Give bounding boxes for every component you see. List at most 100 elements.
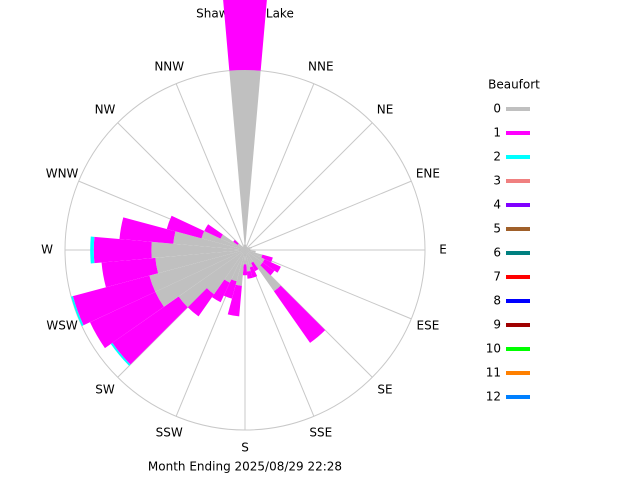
wedge — [71, 296, 84, 327]
direction-label: NNE — [308, 60, 334, 74]
wedge — [242, 264, 248, 276]
direction-label: SSE — [309, 425, 332, 439]
spoke — [117, 249, 246, 378]
wedge — [206, 250, 245, 295]
wedge — [90, 291, 164, 349]
legend-label: 12 — [486, 390, 501, 404]
wedge — [93, 236, 152, 264]
spoke — [244, 180, 412, 251]
wedge — [245, 246, 252, 250]
wedge — [155, 250, 245, 274]
direction-label: ENE — [416, 167, 440, 181]
direction-label: NE — [377, 102, 394, 116]
legend-label: 7 — [493, 270, 501, 284]
direction-label: NW — [95, 102, 116, 116]
wedge — [242, 246, 245, 250]
wedge — [90, 236, 95, 264]
direction-label: WNW — [46, 167, 79, 181]
wedge — [245, 247, 248, 250]
wedge — [101, 257, 159, 288]
wedge — [187, 288, 215, 317]
direction-label: S — [241, 441, 249, 455]
wedge — [227, 284, 242, 317]
legend-title: Beaufort — [488, 78, 540, 92]
direction-label: W — [41, 243, 53, 257]
wedge — [241, 245, 245, 250]
wedge — [245, 244, 247, 250]
spoke — [244, 83, 315, 251]
wedge — [155, 250, 245, 307]
wedge — [119, 217, 176, 244]
wedge — [245, 250, 256, 253]
wedge — [273, 285, 326, 343]
wedge — [235, 250, 245, 286]
direction-label: ESE — [417, 318, 440, 332]
legend-label: 8 — [493, 294, 501, 308]
spoke — [175, 83, 246, 251]
wedge — [224, 250, 245, 283]
wedge — [166, 215, 205, 239]
wedge — [260, 262, 275, 276]
wedge — [245, 246, 250, 250]
legend-label: 2 — [493, 150, 501, 164]
wedge — [245, 246, 247, 250]
wedge — [231, 250, 245, 282]
wedge — [243, 250, 247, 265]
legend-label: 5 — [493, 222, 501, 236]
direction-label: WSW — [46, 318, 77, 332]
wedge — [251, 261, 259, 272]
wedge — [245, 250, 253, 268]
wedge — [245, 250, 254, 264]
wedge — [245, 249, 251, 251]
wedge — [261, 254, 273, 263]
wedge — [262, 259, 281, 273]
wedge — [204, 224, 223, 239]
wedge — [243, 244, 245, 250]
legend-label: 11 — [486, 366, 501, 380]
wedge — [249, 266, 258, 278]
wedge — [229, 69, 261, 250]
wedge — [178, 250, 245, 308]
legend-label: 3 — [493, 174, 501, 188]
wedge — [246, 270, 253, 279]
direction-label: E — [439, 243, 447, 257]
spoke — [117, 122, 246, 251]
direction-label: NNW — [154, 60, 184, 74]
wedge — [243, 246, 245, 250]
spoke — [244, 249, 315, 417]
wedge — [223, 279, 237, 299]
wedge — [173, 231, 245, 250]
x-label: Month Ending 2025/08/29 22:28 — [148, 460, 342, 474]
direction-label: SW — [95, 383, 115, 397]
wedge — [245, 246, 248, 250]
wedge — [245, 250, 263, 266]
legend-label: 10 — [486, 342, 501, 356]
wedge — [245, 250, 251, 272]
wedge — [220, 234, 245, 250]
legend-label: 9 — [493, 318, 501, 332]
wedge — [112, 296, 188, 365]
wedge — [201, 230, 245, 250]
wedge — [233, 239, 239, 245]
wedge — [151, 241, 245, 259]
wedge — [245, 250, 263, 258]
wedge — [245, 248, 251, 250]
direction-label: SSW — [156, 425, 183, 439]
wedge — [211, 279, 230, 303]
legend-label: 4 — [493, 198, 501, 212]
wedge — [245, 250, 265, 263]
legend-label: 6 — [493, 246, 501, 260]
spoke — [244, 249, 412, 320]
wedge — [237, 243, 245, 250]
direction-label: SE — [377, 383, 392, 397]
wedge — [149, 250, 245, 292]
legend-label: 1 — [493, 126, 501, 140]
wedge — [110, 342, 131, 366]
wedge — [72, 275, 156, 326]
wedge — [223, 0, 267, 71]
wedge — [245, 247, 248, 250]
spoke — [244, 122, 373, 251]
legend-label: 0 — [493, 102, 501, 116]
wedge — [245, 250, 281, 292]
